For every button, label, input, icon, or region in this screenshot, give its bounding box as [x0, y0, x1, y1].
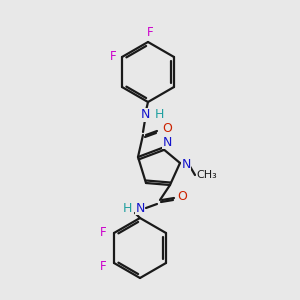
Text: CH₃: CH₃	[196, 170, 218, 180]
Text: N: N	[181, 158, 191, 172]
Text: H: H	[122, 202, 132, 214]
Text: H: H	[154, 109, 164, 122]
Text: O: O	[177, 190, 187, 203]
Text: N: N	[140, 109, 150, 122]
Text: F: F	[110, 50, 116, 64]
Text: O: O	[162, 122, 172, 134]
Text: N: N	[135, 202, 145, 214]
Text: F: F	[100, 260, 106, 272]
Text: N: N	[162, 136, 172, 148]
Text: F: F	[147, 26, 153, 40]
Text: F: F	[100, 226, 106, 239]
